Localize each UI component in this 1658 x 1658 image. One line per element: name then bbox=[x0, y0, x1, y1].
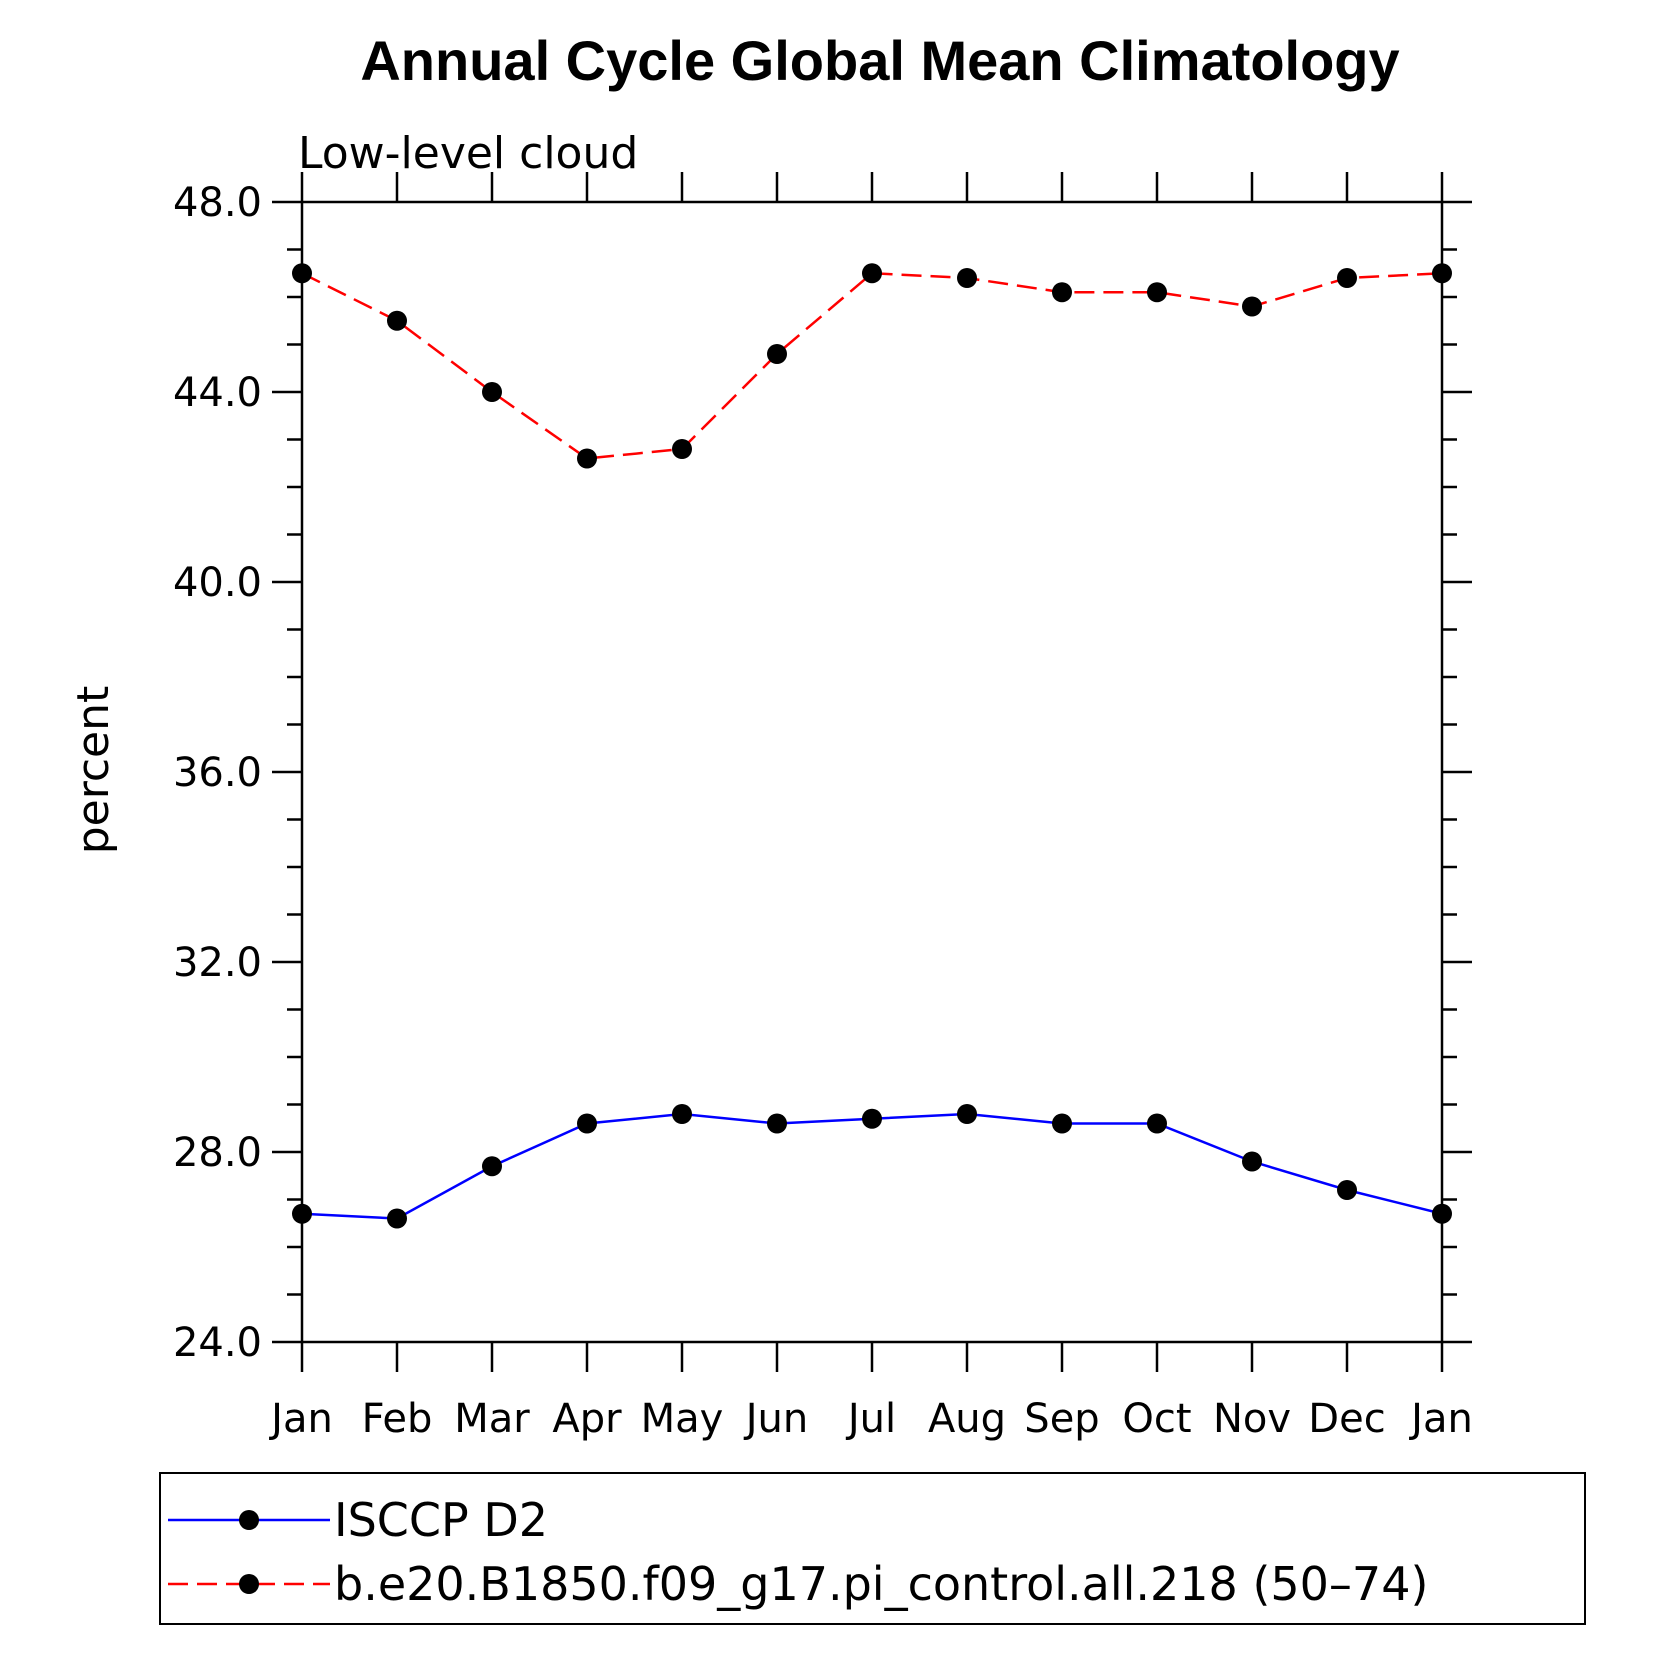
data-point bbox=[862, 1108, 882, 1129]
y-tick-label: 36.0 bbox=[173, 750, 262, 796]
series-layer bbox=[292, 263, 1452, 1229]
data-point bbox=[1147, 282, 1167, 303]
series-line bbox=[301, 271, 1443, 460]
x-tick-label: Aug bbox=[928, 1396, 1006, 1442]
data-point bbox=[767, 1113, 787, 1134]
legend-item: b.e20.B1850.f09_g17.pi_control.all.218 (… bbox=[168, 1557, 1428, 1611]
x-tick-label: Jan bbox=[1408, 1396, 1473, 1442]
data-point bbox=[672, 1104, 692, 1124]
plot-frame bbox=[300, 200, 1444, 1344]
y-tick-label: 44.0 bbox=[173, 370, 262, 416]
data-point bbox=[1337, 268, 1357, 288]
x-tick-label: Jul bbox=[845, 1396, 896, 1442]
series-1 bbox=[292, 1104, 1452, 1229]
legend-items: ISCCP D2 b.e20.B1850.f09_g17.pi_control.a… bbox=[168, 1493, 1428, 1611]
axis-ticks bbox=[272, 172, 1472, 1372]
y-tick-label: 40.0 bbox=[173, 560, 262, 606]
data-point bbox=[577, 448, 597, 469]
data-point bbox=[1432, 1203, 1452, 1224]
legend: ISCCP D2 b.e20.B1850.f09_g17.pi_control.a… bbox=[159, 1472, 1586, 1625]
data-point bbox=[482, 382, 502, 402]
data-point bbox=[387, 310, 407, 331]
series-2 bbox=[292, 263, 1452, 469]
x-tick-label: Jun bbox=[743, 1396, 809, 1442]
y-tick-label: 48.0 bbox=[173, 180, 262, 226]
data-point bbox=[1432, 263, 1452, 284]
y-tick-label: 24.0 bbox=[173, 1320, 262, 1366]
data-point bbox=[957, 1104, 977, 1124]
chart-title: Annual Cycle Global Mean Climatology bbox=[360, 29, 1399, 92]
x-tick-label: Nov bbox=[1213, 1396, 1291, 1442]
data-point bbox=[482, 1156, 502, 1177]
x-tick-label: Feb bbox=[362, 1396, 433, 1442]
data-point bbox=[672, 439, 692, 459]
data-point bbox=[862, 263, 882, 284]
x-tick-label: Jan bbox=[268, 1396, 333, 1442]
data-point bbox=[1147, 1113, 1167, 1134]
legend-box bbox=[159, 1472, 1586, 1625]
data-point bbox=[577, 1113, 597, 1134]
series-line bbox=[301, 1112, 1443, 1220]
y-axis-label: percent bbox=[68, 686, 119, 855]
data-point bbox=[292, 1203, 312, 1224]
data-point bbox=[767, 344, 787, 364]
legend-marker bbox=[239, 1510, 259, 1530]
x-tick-label: Apr bbox=[552, 1396, 622, 1442]
legend-label: b.e20.B1850.f09_g17.pi_control.all.218 (… bbox=[334, 1557, 1428, 1611]
legend-item: ISCCP D2 bbox=[168, 1493, 548, 1547]
legend-label: ISCCP D2 bbox=[334, 1493, 548, 1547]
data-point bbox=[957, 268, 977, 288]
x-tick-labels: Jan Feb Mar Apr May Jun Jul Aug Sep Oct Nov Dec Jan bbox=[268, 1396, 1473, 1442]
x-tick-label: May bbox=[641, 1396, 724, 1442]
y-tick-labels: 24.0 28.0 32.0 36.0 40.0 44.0 48.0 bbox=[173, 180, 262, 1366]
data-point bbox=[1052, 1113, 1072, 1134]
data-point bbox=[1242, 296, 1262, 317]
chart-subtitle: Low-level cloud bbox=[298, 128, 638, 179]
x-tick-label: Oct bbox=[1122, 1396, 1191, 1442]
x-tick-label: Mar bbox=[454, 1396, 530, 1442]
y-tick-label: 32.0 bbox=[173, 940, 262, 986]
data-point bbox=[1337, 1180, 1357, 1200]
data-point bbox=[1052, 282, 1072, 303]
y-tick-label: 28.0 bbox=[173, 1130, 262, 1176]
data-point bbox=[292, 263, 312, 284]
data-point bbox=[1242, 1151, 1262, 1172]
legend-marker bbox=[239, 1574, 259, 1594]
data-point bbox=[387, 1208, 407, 1229]
x-tick-label: Dec bbox=[1308, 1396, 1385, 1442]
x-tick-label: Sep bbox=[1024, 1396, 1099, 1442]
